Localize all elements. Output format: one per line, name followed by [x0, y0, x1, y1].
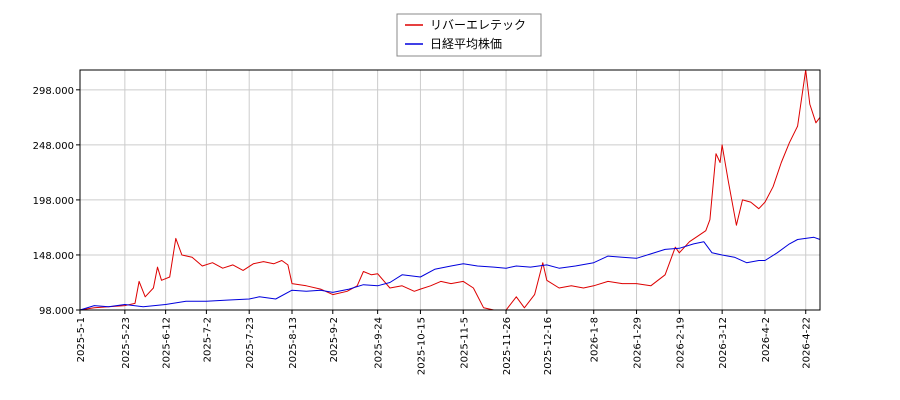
x-tick-label: 2025-7-2	[202, 317, 213, 362]
x-tick-label: 2025-6-12	[162, 317, 173, 369]
y-tick-label: 98.000	[39, 306, 74, 317]
x-tick-label: 2026-2-19	[675, 317, 686, 369]
x-tick-label: 2025-5-1	[76, 317, 87, 362]
x-tick-label: 2025-9-24	[374, 317, 385, 369]
x-tick-label: 2025-11-26	[502, 317, 513, 375]
legend-label-0: リバーエレテック	[430, 18, 526, 32]
legend-box	[396, 13, 542, 57]
x-tick-label: 2025-5-23	[121, 317, 132, 369]
x-axis-ticks: 2025-5-1 2025-5-23 2025-6-12 2025-7-2 2025-7…	[76, 310, 813, 375]
x-tick-label: 2026-3-12	[718, 317, 729, 369]
x-tick-label: 2026-4-22	[802, 317, 813, 369]
x-tick-label: 2025-9-2	[329, 317, 340, 362]
x-tick-label: 2026-1-29	[633, 317, 644, 369]
y-tick-label: 298.000	[33, 86, 74, 97]
y-axis-ticks: 98.000 148.000 198.000 248.000 298.000	[33, 86, 80, 317]
x-tick-label: 2026-4-2	[761, 317, 772, 362]
x-tick-label: 2025-10-15	[416, 317, 427, 375]
series-line-0	[79, 69, 821, 311]
grid-lines	[79, 70, 820, 311]
series-line-1	[79, 236, 821, 311]
x-tick-label: 2026-1-8	[590, 317, 601, 362]
series-layer	[79, 69, 821, 311]
x-tick-label: 2025-8-13	[288, 317, 299, 369]
x-tick-label: 2025-7-23	[245, 317, 256, 369]
x-tick-label: 2025-11-5	[459, 317, 470, 369]
y-tick-label: 148.000	[33, 251, 74, 262]
plot-frame	[79, 69, 821, 311]
legend-label-1: 日経平均株価	[430, 36, 502, 51]
y-tick-label: 198.000	[33, 196, 74, 207]
y-tick-label: 248.000	[33, 141, 74, 152]
x-tick-label: 2025-12-16	[543, 317, 554, 375]
legend: リバーエレテック 日経平均株価	[396, 13, 542, 57]
